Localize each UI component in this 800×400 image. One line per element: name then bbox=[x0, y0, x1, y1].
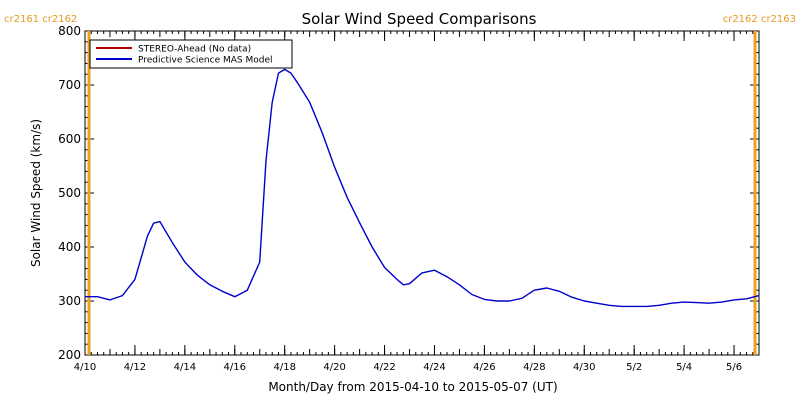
x-tick-label: 5/2 bbox=[626, 362, 642, 373]
y-tick-label: 800 bbox=[58, 24, 81, 38]
chart-title: Solar Wind Speed Comparisons bbox=[302, 10, 537, 28]
legend-label-1: Predictive Science MAS Model bbox=[138, 56, 273, 66]
y-axis: 200 300 400 500 600 700 800 bbox=[58, 24, 759, 362]
rotation-label-end: cr2162 cr2163 bbox=[723, 14, 796, 25]
x-tick-label: 5/6 bbox=[726, 362, 742, 373]
x-tick-label: 4/28 bbox=[523, 362, 545, 373]
x-tick-label: 4/24 bbox=[423, 362, 445, 373]
y-tick-label: 600 bbox=[58, 132, 81, 146]
y-tick-label: 400 bbox=[58, 240, 81, 254]
x-tick-label: 4/20 bbox=[323, 362, 345, 373]
x-axis-label: Month/Day from 2015-04-10 to 2015-05-07 … bbox=[268, 380, 557, 394]
plot-area bbox=[84, 30, 760, 356]
legend: STEREO-Ahead (No data)Predictive Science… bbox=[89, 39, 293, 69]
rotation-labels: cr2161 cr2162 cr2162 cr2163 bbox=[4, 14, 796, 25]
x-tick-label: 4/18 bbox=[273, 362, 295, 373]
legend-box bbox=[89, 39, 293, 69]
y-tick-label: 200 bbox=[58, 348, 81, 362]
series-line-1 bbox=[85, 68, 760, 308]
series-layer bbox=[85, 68, 760, 308]
x-tick-label: 4/16 bbox=[224, 362, 246, 373]
x-tick-label: 4/30 bbox=[573, 362, 595, 373]
legend-label-0: STEREO-Ahead (No data) bbox=[138, 45, 251, 55]
x-tick-label: 5/4 bbox=[676, 362, 692, 373]
x-tick-label: 4/10 bbox=[74, 362, 96, 373]
y-tick-label: 300 bbox=[58, 294, 81, 308]
y-tick-label: 700 bbox=[58, 78, 81, 92]
rotation-marker-lines bbox=[87, 31, 757, 355]
x-tick-label: 4/26 bbox=[473, 362, 495, 373]
y-axis-label: Solar Wind Speed (km/s) bbox=[29, 119, 43, 267]
y-tick-label: 500 bbox=[58, 186, 81, 200]
rotation-label-start: cr2161 cr2162 bbox=[4, 14, 77, 25]
x-tick-label: 4/14 bbox=[174, 362, 196, 373]
x-tick-label: 4/22 bbox=[373, 362, 395, 373]
x-tick-label: 4/12 bbox=[124, 362, 146, 373]
x-axis: 4/10 4/12 4/14 4/16 4/18 4/20 4/22 4/24 4/26 4/28… bbox=[74, 31, 760, 373]
